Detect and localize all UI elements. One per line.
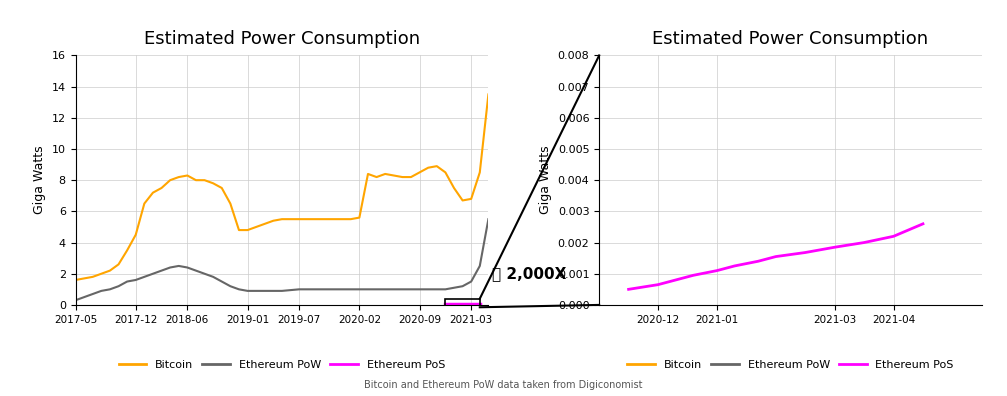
- Y-axis label: Giga Watts: Giga Watts: [33, 146, 46, 215]
- Text: 🔍 2,000X: 🔍 2,000X: [492, 267, 567, 282]
- Title: Estimated Power Consumption: Estimated Power Consumption: [144, 30, 420, 48]
- Text: Bitcoin and Ethereum PoW data taken from Digiconomist: Bitcoin and Ethereum PoW data taken from…: [365, 380, 642, 390]
- Title: Estimated Power Consumption: Estimated Power Consumption: [653, 30, 928, 48]
- Legend: Bitcoin, Ethereum PoW, Ethereum PoS: Bitcoin, Ethereum PoW, Ethereum PoS: [114, 355, 450, 374]
- Legend: Bitcoin, Ethereum PoW, Ethereum PoS: Bitcoin, Ethereum PoW, Ethereum PoS: [622, 355, 959, 374]
- Bar: [445, 299, 479, 307]
- Y-axis label: Giga Watts: Giga Watts: [539, 146, 552, 215]
